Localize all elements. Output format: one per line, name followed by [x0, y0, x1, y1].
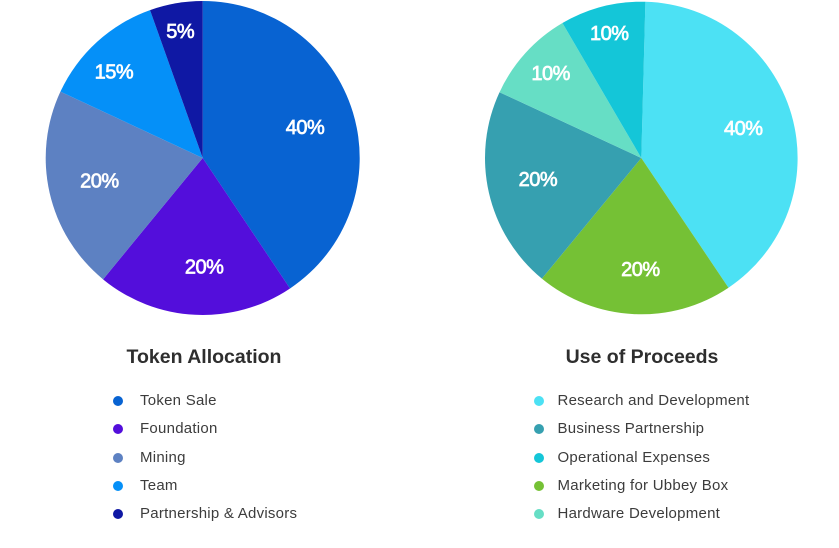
svg-text:40%: 40%	[286, 117, 325, 139]
svg-text:20%: 20%	[185, 257, 224, 279]
svg-text:40%: 40%	[724, 118, 763, 140]
svg-text:20%: 20%	[519, 169, 558, 191]
svg-text:5%: 5%	[166, 21, 195, 43]
svg-text:20%: 20%	[621, 259, 660, 281]
svg-text:20%: 20%	[80, 170, 119, 192]
svg-text:10%: 10%	[531, 63, 570, 85]
svg-text:10%: 10%	[590, 23, 629, 45]
svg-text:15%: 15%	[95, 62, 134, 84]
